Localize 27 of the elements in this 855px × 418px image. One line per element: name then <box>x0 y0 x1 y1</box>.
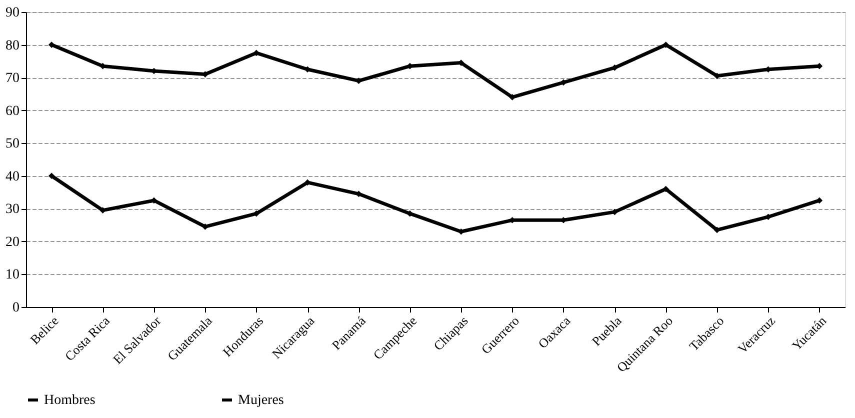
y-tick-label: 50 <box>6 136 20 152</box>
point <box>202 224 208 230</box>
point <box>356 190 362 198</box>
y-tick-label: 80 <box>6 38 20 54</box>
y-tick-label: 0 <box>12 300 20 316</box>
point <box>662 186 670 192</box>
point <box>48 172 55 180</box>
y-tick-label: 60 <box>6 104 20 119</box>
point <box>765 214 772 220</box>
point <box>100 62 106 70</box>
y-tick-label: 70 <box>6 71 20 86</box>
point <box>714 226 720 234</box>
y-tick-label: 10 <box>6 268 20 283</box>
y-tick-label: 40 <box>6 169 20 184</box>
legend-label: Mujeres <box>238 393 284 408</box>
point <box>816 197 823 204</box>
point <box>304 179 311 186</box>
point <box>509 94 516 100</box>
point <box>560 79 567 86</box>
y-tick-label: 30 <box>6 202 20 218</box>
point <box>150 197 158 204</box>
legend-label: Hombres <box>44 393 96 408</box>
point <box>48 42 55 48</box>
point <box>662 42 670 48</box>
y-tick-label: 20 <box>6 234 20 250</box>
y-tick-label: 90 <box>6 6 20 20</box>
point <box>253 210 260 217</box>
